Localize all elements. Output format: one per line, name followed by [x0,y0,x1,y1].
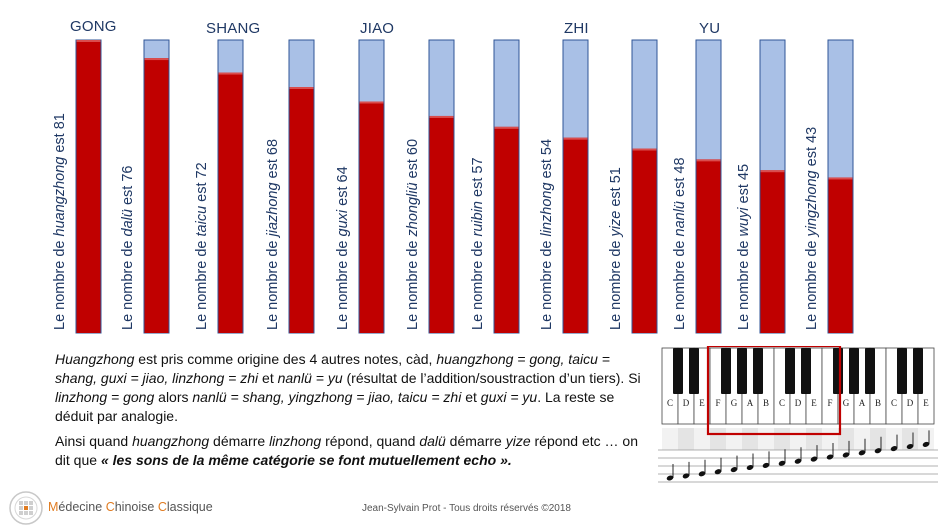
pipe-fill [760,170,785,333]
note-head [842,452,850,458]
key-label: F [715,398,720,408]
pipe-nanlü: Le nombre de nanlü est 48 [672,39,722,334]
pipe-label: Le nombre de yingzhong est 43 [804,127,820,330]
pipe-zhongliü: Le nombre de zhongliü est 60 [405,39,455,334]
pipe-yize: Le nombre de yize est 51 [608,39,658,334]
pipe-fill [632,148,657,333]
explanation-paragraph: Huangzhong est pris comme origine des 4 … [55,351,641,424]
key-label: D [907,398,914,408]
note-head [730,467,738,473]
pipe-fill [429,115,454,334]
pipe-yingzhong: Le nombre de yingzhong est 43 [804,39,854,334]
note-label-shang: SHANG [206,20,261,37]
pipe-guxi: Le nombre de guxi est 64 [335,39,385,334]
pipe-fill [76,40,101,333]
pipe-ruibin: Le nombre de ruibin est 57 [470,39,520,334]
pipe-label: Le nombre de jiazhong est 68 [265,139,281,330]
pipe-huangzhong: Le nombre de huangzhong est 81 [52,39,102,334]
pipe-jiazhong: Le nombre de jiazhong est 68 [265,39,315,334]
pipe-linzhong: Le nombre de linzhong est 54 [539,39,589,334]
black-key [673,348,683,394]
note-label-yu: YU [699,20,721,37]
note-head [762,462,770,468]
pipe-label: Le nombre de linzhong est 54 [539,139,555,330]
pipe-label: Le nombre de taicu est 72 [194,162,210,330]
pitch-pipes-diagram: Le nombre de huangzhong est 81 Le nombre … [52,39,854,334]
note-head [858,450,866,456]
black-key [785,348,795,394]
pipe-dalü: Le nombre de dalü est 76 [120,39,170,334]
black-key [801,348,811,394]
pipe-label: Le nombre de dalü est 76 [120,166,136,330]
pipe-label: Le nombre de nanlü est 48 [672,157,688,330]
brand-name: Médecine Chinoise Classique [48,500,213,514]
pipe-fill [218,72,243,334]
note-head [746,464,754,471]
pipe-wuyi: Le nombre de wuyi est 45 [736,39,786,334]
pipe-fill [828,177,853,333]
pipe-label: Le nombre de ruibin est 57 [470,157,486,330]
note-label-gong: GONG [70,18,117,35]
note-head [666,475,674,481]
pipe-label: Le nombre de wuyi est 45 [736,164,752,330]
black-key [689,348,699,394]
note-head [890,446,898,452]
note-head [794,458,802,464]
note-head [698,471,706,477]
octave-highlight [706,346,842,436]
key-label: G [731,398,738,408]
black-key [721,348,731,394]
note-head [810,456,818,462]
copyright: Jean-Sylvain Prot - Tous droits réservés… [362,503,571,514]
note-head [874,448,882,454]
key-label: D [683,398,690,408]
black-key [833,348,843,394]
pipe-label: Le nombre de zhongliü est 60 [405,139,421,330]
pipe-taicu: Le nombre de taicu est 72 [194,39,244,334]
key-label: A [859,398,866,408]
pipe-fill [144,58,169,333]
black-key [753,348,763,394]
key-label: C [891,398,897,408]
key-label: E [811,398,817,408]
pipe-fill [696,159,721,333]
note-head [906,443,914,450]
pipe-fill [289,87,314,333]
pipe-label: Le nombre de huangzhong est 81 [52,113,68,330]
note-head [922,441,930,447]
key-label: C [667,398,673,408]
key-label: A [747,398,754,408]
pipe-fill [359,101,384,333]
note-label-zhi: ZHI [564,20,589,37]
pipe-label: Le nombre de yize est 51 [608,167,624,330]
black-key [849,348,859,394]
note-head [714,469,722,475]
note-label-jiao: JIAO [360,20,395,37]
black-key [737,348,747,394]
black-key [897,348,907,394]
black-key [865,348,875,394]
note-head [682,473,690,479]
key-label: B [875,398,881,408]
note-head [778,460,786,466]
key-label: D [795,398,802,408]
pipe-fill [494,126,519,333]
note-head [826,454,834,460]
pipe-label: Le nombre de guxi est 64 [335,166,351,330]
key-label: E [923,398,929,408]
key-label: F [827,398,832,408]
pipe-fill [563,137,588,333]
key-label: G [843,398,850,408]
key-label: C [779,398,785,408]
black-key [913,348,923,394]
key-label: E [699,398,705,408]
music-staff [658,430,938,483]
echo-paragraph: Ainsi quand huangzhong démarre linzhong … [55,433,639,468]
key-label: B [763,398,769,408]
logo-icon [9,491,43,525]
